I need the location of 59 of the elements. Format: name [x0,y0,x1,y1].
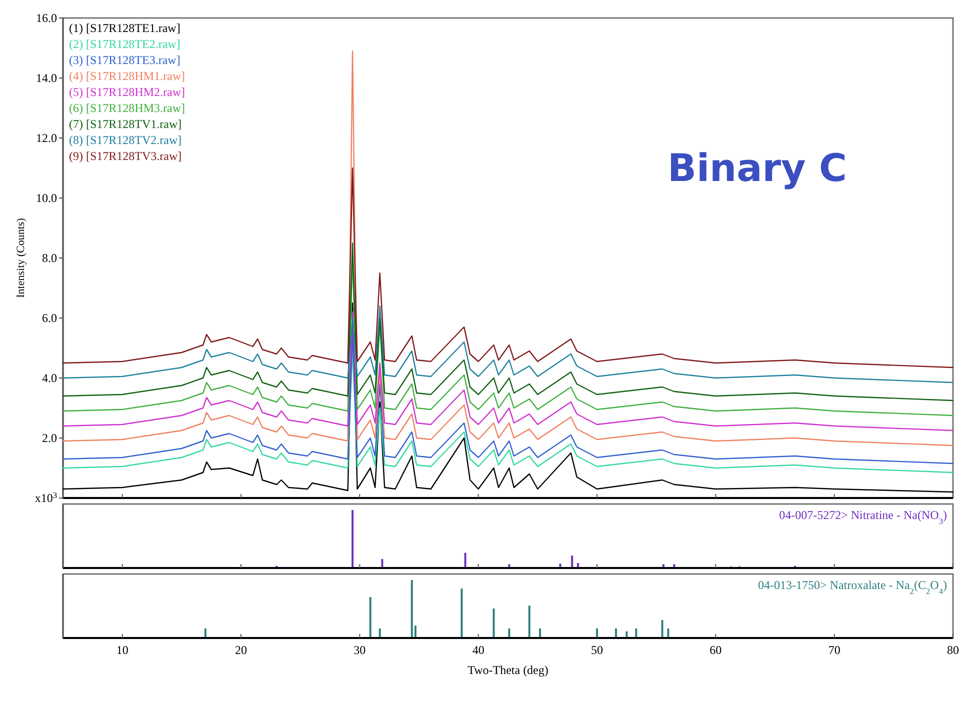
x-tick-label: 60 [710,643,722,657]
x-tick-label: 40 [472,643,484,657]
bar [492,608,495,637]
x-tick-label: 30 [354,643,366,657]
y-axis-title: Intensity (Counts) [15,218,27,298]
bar [369,597,372,637]
y-tick-label: 16.0 [36,11,57,25]
bar [508,628,510,637]
y-tick-label: 14.0 [36,71,57,85]
x-tick-label: 20 [235,643,247,657]
bar [667,628,670,637]
bar [508,564,510,567]
y-tick-label: 10.0 [36,191,57,205]
line-series [62,311,954,432]
text: (3) [S17R128TE3.raw] [69,53,180,67]
y-tick-label: 8.0 [42,251,57,265]
bar [460,588,463,637]
bar [596,628,598,637]
annotation: 04-013-1750> Natroxalate - Na$_{2}$(C$_{2}$O$_{4}$) [758,578,947,596]
bar [539,628,542,637]
text: (6) [S17R128HM3.raw] [69,101,185,115]
bar [410,580,413,637]
annotation: 04-007-5272> Nitratine - Na(NO$_{3}$) [779,508,947,526]
x-tick-label: 10 [116,643,128,657]
bar [626,631,628,637]
text: (4) [S17R128HM1.raw] [69,69,185,83]
line-series [62,242,954,402]
x-axis-title: Two-Theta (deg) [468,663,548,677]
line-series [62,305,954,384]
text: (7) [S17R128TV1.raw] [69,117,182,131]
bar [662,564,664,567]
y-tick-label: 6.0 [42,311,57,325]
bar [352,510,354,567]
y-tick-label: 12.0 [36,131,57,145]
bar [661,620,664,637]
y-tick-label: x10$^{3}$ [34,490,57,505]
bar [528,606,530,637]
x-tick-label: 50 [591,643,603,657]
text: (1) [S17R128TE1.raw] [69,21,180,35]
y-tick-label: 4.0 [42,371,57,385]
bar [577,563,580,567]
annotation: Binary C [668,146,847,190]
bar [464,552,466,567]
bar [614,628,617,637]
bar [571,556,574,567]
text: (2) [S17R128TE2.raw] [69,37,180,51]
text: (5) [S17R128HM2.raw] [69,85,185,99]
x-tick-label: 70 [828,643,840,657]
x-tick-label: 80 [947,643,959,657]
bar [559,564,562,567]
bar [204,628,206,637]
bar [378,628,381,637]
bar [635,628,638,637]
line-series [62,332,954,464]
text: (9) [S17R128TV3.raw] [69,149,182,163]
bar [673,564,676,567]
text: (8) [S17R128TV2.raw] [69,133,182,147]
bar [381,559,384,567]
y-tick-label: 2.0 [42,431,57,445]
